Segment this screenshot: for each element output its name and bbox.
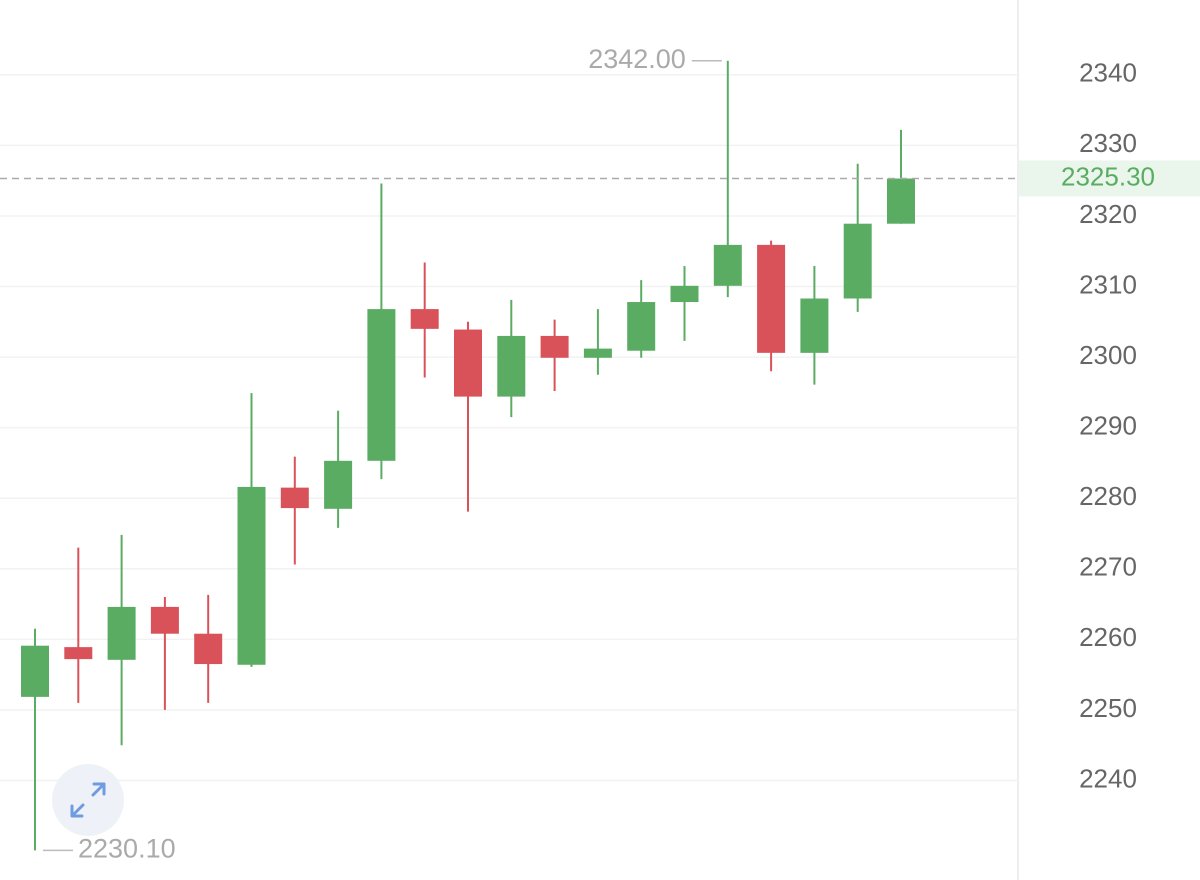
y-tick-label: 2330 <box>1079 128 1137 158</box>
y-tick-label: 2290 <box>1079 411 1137 441</box>
y-tick-label: 2300 <box>1079 340 1137 370</box>
candles <box>21 60 915 851</box>
grid: 2240 2250 2260 2270 2280 2290 2300 2310 2320 2330… <box>0 58 1137 793</box>
expand-button[interactable] <box>52 764 124 836</box>
y-tick-label: 2240 <box>1079 763 1137 793</box>
candle-body <box>454 329 482 397</box>
candle-body <box>757 244 786 353</box>
y-tick-label: 2310 <box>1079 269 1137 299</box>
candle-body <box>280 487 309 509</box>
candle-body <box>583 348 612 358</box>
expand-icon[interactable] <box>70 782 106 818</box>
y-tick-label: 2260 <box>1079 622 1137 652</box>
candle-body <box>150 606 179 634</box>
candle-body <box>800 298 829 353</box>
candle-body <box>64 647 93 660</box>
y-tick-label: 2340 <box>1079 58 1137 88</box>
y-tick-label: 2320 <box>1079 199 1137 229</box>
low-label: 2230.10 <box>78 833 176 863</box>
candle-body <box>410 309 439 329</box>
candle-body <box>713 244 742 286</box>
last-price-bg <box>1019 160 1200 197</box>
candle-body <box>237 486 266 665</box>
candle-body <box>670 285 699 303</box>
overlay: 2342.00 2230.10 2325.30 <box>0 44 1200 863</box>
y-tick-label: 2280 <box>1079 481 1137 511</box>
high-label: 2342.00 <box>588 44 686 74</box>
candle-body <box>367 309 396 461</box>
candle-body <box>324 460 353 509</box>
candle-body <box>497 335 526 397</box>
candle-body <box>887 178 915 224</box>
y-tick-label: 2270 <box>1079 552 1137 582</box>
candle-body <box>540 335 569 358</box>
candle-body <box>194 633 223 665</box>
y-tick-label: 2250 <box>1079 693 1137 723</box>
candle-body <box>627 302 656 351</box>
expand-button-bg[interactable] <box>52 764 124 836</box>
last-price-label: 2325.30 <box>1061 161 1155 191</box>
candle-body <box>21 645 49 697</box>
candle-body <box>107 606 136 660</box>
candle-body <box>843 223 872 299</box>
